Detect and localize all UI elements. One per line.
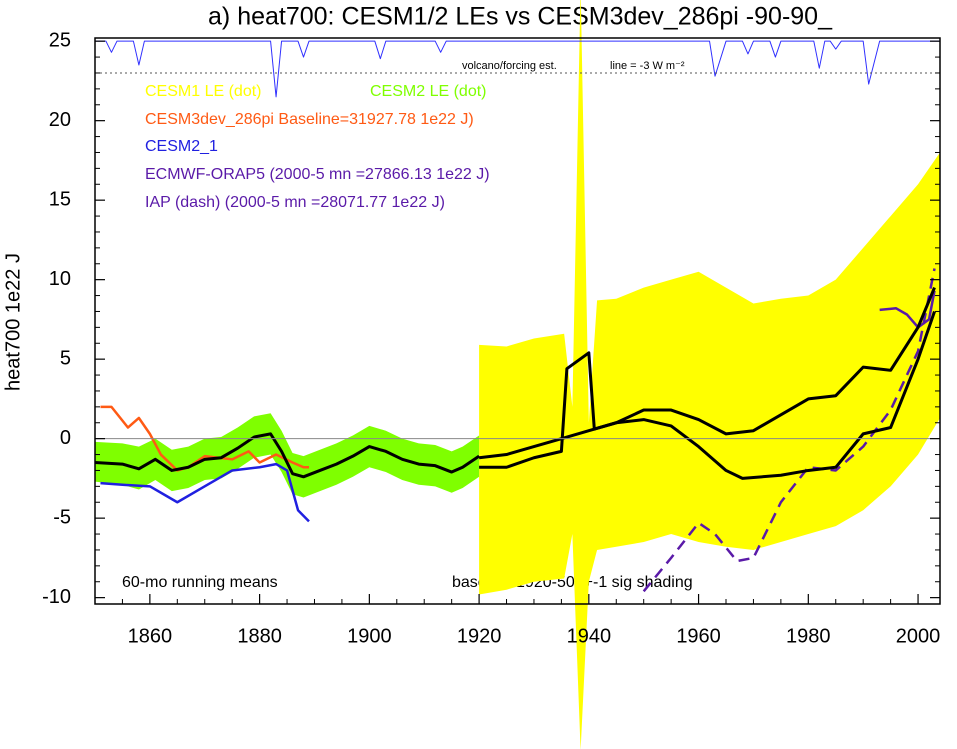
band [479, 0, 940, 749]
series-line [478, 310, 936, 480]
lines [95, 268, 936, 593]
annotation: 60-mo running means [122, 574, 278, 591]
y-tick-label: 20 [49, 109, 71, 131]
forcing-line [95, 40, 940, 98]
x-tick-label: 1940 [567, 625, 612, 647]
y-tick-label: -10 [42, 586, 71, 608]
y-axis-label: heat700 1e22 J [2, 253, 24, 391]
x-tick-label: 1920 [457, 625, 502, 647]
x-tick-label: 2000 [896, 625, 941, 647]
legend-label: ECMWF-ORAP5 (2000-5 mn =27866.13 1e22 J) [145, 166, 490, 183]
band [95, 413, 480, 498]
bands [95, 0, 940, 749]
legend-label: CESM2_1 [145, 138, 218, 155]
legend-label: IAP (dash) (2000-5 mn =28071.77 1e22 J) [145, 194, 445, 211]
series-line [95, 432, 480, 479]
reference-label: line = -3 W m⁻² [610, 60, 685, 72]
x-tick-label: 1860 [128, 625, 173, 647]
legend-label: CESM3dev_286pi Baseline=31927.78 1e22 J) [145, 111, 474, 128]
legend-label: CESM2 LE (dot) [370, 83, 486, 100]
legend-label: CESM1 LE (dot) [145, 83, 261, 100]
series-line [879, 290, 936, 329]
series-line [100, 462, 310, 523]
y-tick-label: 0 [60, 427, 71, 449]
plot-frame [94, 37, 941, 605]
x-tick-label: 1980 [786, 625, 831, 647]
series-line [642, 268, 936, 593]
y-tick-label: 25 [49, 29, 71, 51]
annotation: volcano/forcing est. [462, 60, 557, 72]
x-tick-label: 1880 [237, 625, 282, 647]
chart-title: a) heat700: CESM1/2 LEs vs CESM3dev_286p… [208, 3, 833, 31]
x-tick-label: 1960 [676, 625, 721, 647]
y-tick-label: 10 [49, 268, 71, 290]
y-tick-label: -5 [53, 506, 71, 528]
y-tick-label: 15 [49, 188, 71, 210]
y-tick-label: 5 [60, 347, 71, 369]
x-tick-label: 1900 [347, 625, 392, 647]
